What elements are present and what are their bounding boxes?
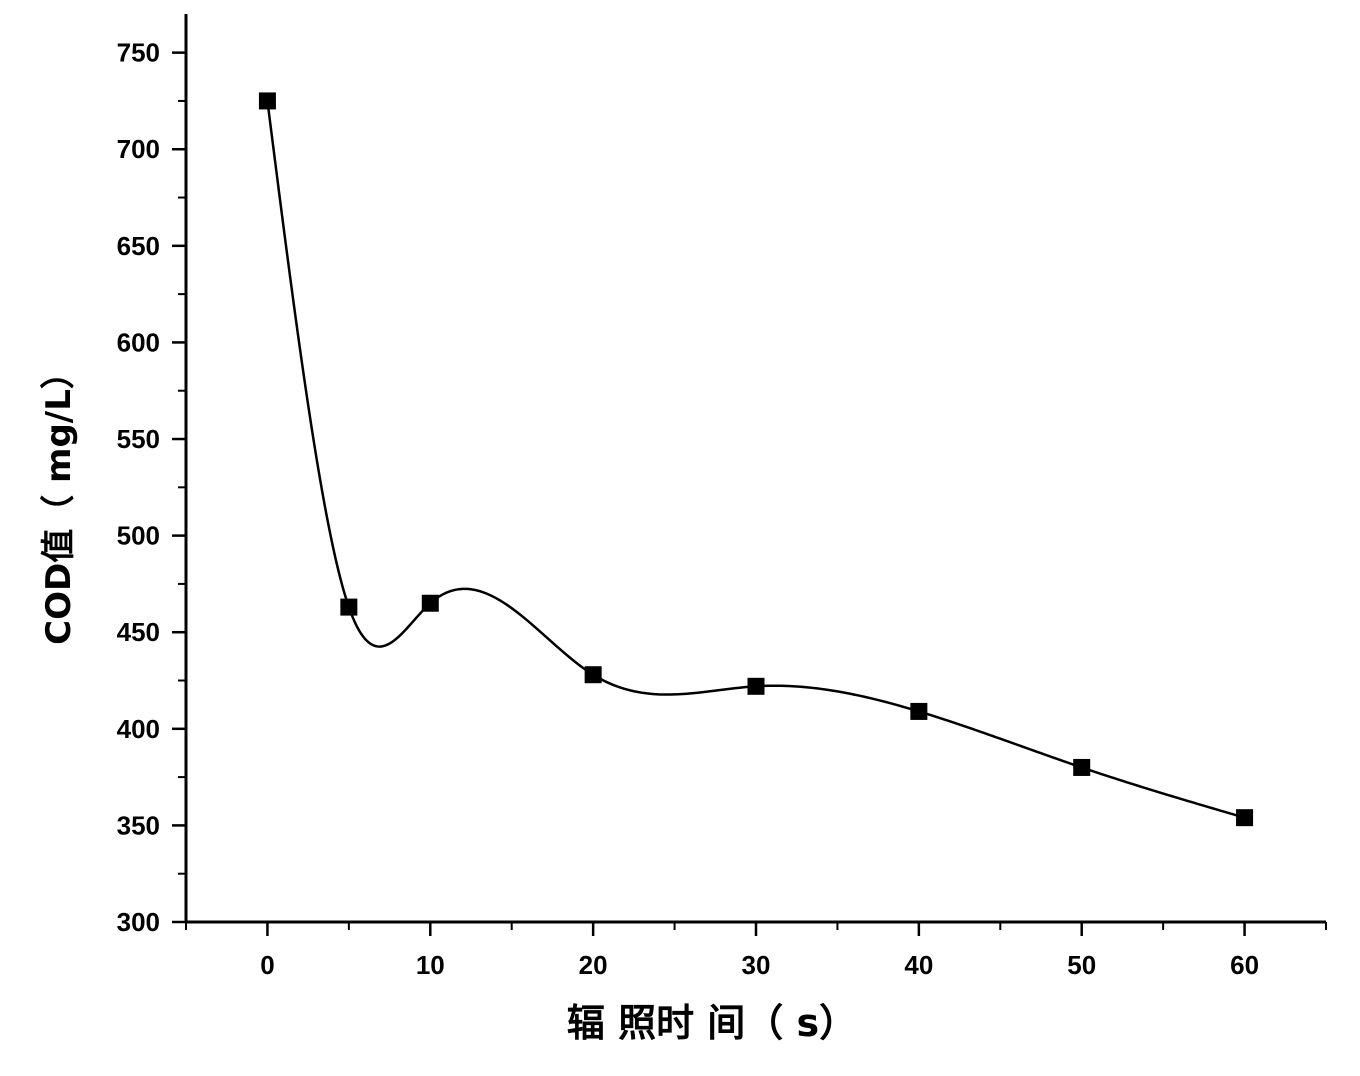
- y-tick-label: 700: [117, 134, 160, 164]
- data-point-marker: [421, 594, 439, 612]
- x-axis-title: 辐 照时 间（ s）: [567, 1001, 857, 1045]
- y-tick-label: 750: [117, 38, 160, 68]
- x-tick-label: 30: [742, 950, 771, 980]
- x-tick-label: 10: [416, 950, 445, 980]
- axes: [172, 14, 1327, 936]
- data-point-marker: [1073, 758, 1091, 776]
- x-tick-label: 0: [260, 950, 274, 980]
- curve-layer: [266, 100, 1245, 819]
- data-point-marker: [340, 598, 358, 616]
- y-tick-label: 400: [117, 714, 160, 744]
- tick-labels: 300 350 400 450 500 550 600 650 700 750 0 10 20 30 40 5…: [117, 38, 1259, 980]
- y-axis-title: COD值（ mg/L）: [39, 355, 79, 645]
- x-tick-label: 40: [904, 950, 933, 980]
- data-point-marker: [910, 702, 928, 720]
- x-tick-label: 20: [579, 950, 608, 980]
- markers: [258, 92, 1254, 827]
- x-tick-label: 60: [1230, 950, 1259, 980]
- data-point-marker: [258, 92, 276, 110]
- y-tick-label: 450: [117, 617, 160, 647]
- y-tick-label: 300: [117, 907, 160, 937]
- y-tick-label: 500: [117, 521, 160, 551]
- y-tick-label: 550: [117, 424, 160, 454]
- data-point-marker: [1236, 809, 1254, 827]
- y-tick-label: 600: [117, 327, 160, 357]
- data-point-marker: [584, 666, 602, 684]
- x-tick-label: 50: [1067, 950, 1096, 980]
- y-tick-label: 350: [117, 810, 160, 840]
- series-line: [266, 100, 1245, 819]
- y-tick-label: 650: [117, 231, 160, 261]
- data-point-marker: [747, 677, 765, 695]
